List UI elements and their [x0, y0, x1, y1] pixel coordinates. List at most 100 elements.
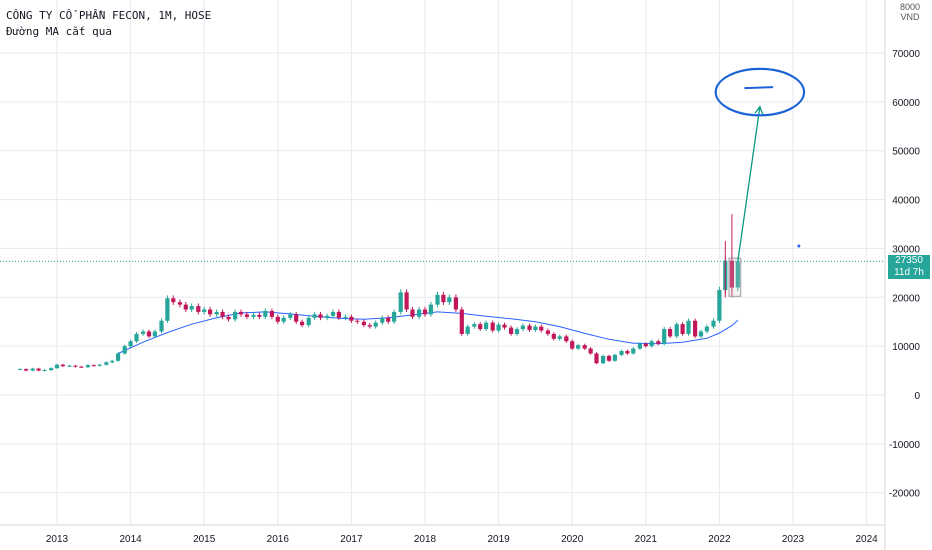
candle: [404, 289, 409, 313]
candle-body: [263, 310, 268, 317]
candle: [152, 329, 157, 339]
candle: [533, 324, 538, 332]
y-tick-label: 30000: [892, 244, 920, 255]
candle-body: [410, 309, 415, 317]
candle-body: [717, 289, 722, 321]
candle: [693, 318, 698, 339]
candle-body: [441, 294, 446, 303]
candle: [649, 339, 654, 348]
candle-body: [514, 329, 520, 334]
candle-body: [656, 341, 661, 344]
candle: [564, 334, 569, 343]
candle: [373, 320, 378, 329]
candle-body: [601, 355, 606, 364]
candle-body: [704, 326, 709, 332]
candle: [520, 323, 525, 332]
candle-body: [85, 365, 91, 368]
candle: [36, 367, 41, 372]
candle-body: [251, 314, 256, 317]
candle-body: [575, 345, 581, 349]
x-tick-label: 2020: [561, 534, 584, 545]
candle-body: [97, 364, 102, 366]
candle: [478, 322, 483, 332]
candle-body: [343, 316, 348, 318]
candle: [435, 291, 440, 308]
candle-body: [306, 317, 311, 326]
candle-body: [594, 353, 599, 364]
current-price-badge: 27350 11d 7h: [888, 255, 930, 280]
candle: [115, 352, 121, 362]
candle-body: [54, 364, 60, 369]
candle: [588, 347, 593, 355]
candle-body: [60, 364, 65, 367]
candle-body: [520, 325, 525, 330]
candle: [110, 359, 115, 364]
candle-body: [483, 322, 489, 330]
candle: [667, 327, 673, 339]
candle-body: [207, 309, 213, 315]
candle: [410, 306, 415, 320]
indicator-label[interactable]: Đường MA cắt qua: [6, 25, 112, 38]
candle: [306, 315, 311, 328]
candle: [281, 315, 286, 324]
candle-body: [233, 311, 238, 320]
candle-body: [649, 341, 654, 347]
candle: [680, 322, 685, 336]
trend-arrow-head: [754, 105, 764, 115]
time-axis[interactable]: 2013 2014 2015 2016 2017 2018 2019 2020 2021 2022…: [0, 524, 885, 545]
candle: [490, 320, 495, 333]
candle: [269, 308, 275, 320]
candle-body: [527, 325, 532, 331]
candle: [30, 367, 35, 372]
candle: [496, 322, 501, 333]
candle-body: [680, 324, 685, 334]
candlestick-series: [18, 214, 742, 372]
candle-body: [42, 370, 47, 372]
candle-body: [214, 311, 219, 315]
current-price-value: 27350: [895, 255, 923, 267]
candle: [318, 311, 323, 321]
candle: [134, 332, 139, 343]
candle: [514, 327, 520, 336]
candle: [367, 323, 372, 329]
candle: [656, 339, 661, 346]
candle: [54, 363, 60, 369]
candle: [263, 308, 268, 320]
x-tick-label: 2013: [46, 534, 69, 545]
candle-body: [312, 314, 317, 318]
candle-body: [36, 368, 41, 371]
candle-body: [472, 324, 477, 327]
chart-legend: CÔNG TY CỔ PHẦN FECON, 1M, HOSE Đường MA…: [6, 8, 211, 40]
candle-body: [693, 320, 698, 337]
y-tick-label: 40000: [892, 196, 920, 207]
candle-body: [459, 309, 464, 334]
marker-dot: [797, 244, 801, 248]
candle-body: [428, 304, 433, 315]
candle-body: [557, 336, 562, 339]
candle: [582, 343, 587, 350]
candle-body: [104, 362, 109, 365]
drawing-annotations[interactable]: [714, 67, 806, 262]
candle-body: [435, 294, 440, 305]
candle: [594, 352, 599, 365]
candle-body: [244, 314, 249, 317]
candle-body: [735, 261, 740, 288]
candle: [238, 309, 244, 317]
candle-body: [367, 325, 372, 327]
candle-body: [398, 292, 403, 312]
candle-body: [171, 298, 176, 303]
ma-line: [117, 311, 739, 354]
candle: [288, 311, 293, 321]
bar-countdown: 11d 7h: [894, 267, 924, 279]
candle-body: [391, 311, 397, 322]
candle: [294, 311, 299, 324]
price-axis[interactable]: 70000 60000 50000 40000 30000 20000 10000 0 -100…: [884, 0, 920, 550]
candle: [391, 309, 397, 324]
symbol-title[interactable]: CÔNG TY CỔ PHẦN FECON, 1M, HOSE: [6, 9, 212, 22]
candle-body: [490, 322, 495, 331]
candle-body: [238, 311, 244, 315]
candle-body: [226, 316, 231, 320]
candle-body: [478, 324, 483, 330]
candle: [330, 309, 336, 319]
